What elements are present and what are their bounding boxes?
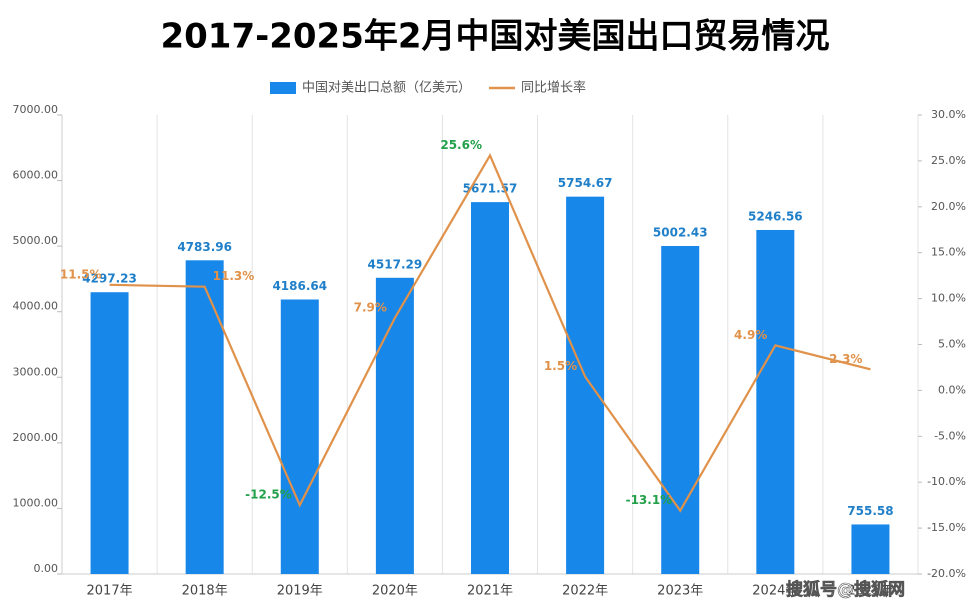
line-value-label: 25.6% — [440, 138, 482, 152]
bar — [185, 260, 224, 574]
line-value-label: 2.3% — [829, 352, 862, 366]
bar — [851, 524, 890, 574]
x-tick-label: 2021年 — [467, 584, 513, 599]
bar — [756, 229, 795, 574]
line-value-label: 4.9% — [734, 328, 767, 342]
y2-tick-label: -15.0% — [927, 521, 966, 534]
chart-title: 2017-2025年2月中国对美国出口贸易情况 — [160, 17, 829, 57]
line — [109, 152, 871, 513]
y-tick-label: 7000.00 — [13, 103, 59, 116]
x-tick-label: 2024年 — [752, 584, 798, 599]
bar-value-label: 4186.64 — [272, 279, 327, 293]
legend-swatch — [270, 82, 296, 94]
bar — [90, 292, 129, 574]
line-value-label: 1.5% — [544, 359, 577, 373]
watermark: 搜狐号@搜狐网 — [786, 579, 905, 600]
y-tick-label: 1000.00 — [13, 496, 59, 509]
legend-label: 同比增长率 — [521, 80, 586, 96]
y-tick-label: 5000.00 — [13, 234, 59, 247]
line-value-label: 11.3% — [213, 269, 255, 283]
y2-tick-label: -5.0% — [934, 429, 966, 442]
bar — [661, 245, 700, 574]
line-value-label: 7.9% — [354, 300, 387, 314]
line-value-label: 11.5% — [60, 267, 102, 281]
bar-value-label: 4783.96 — [177, 240, 232, 254]
y2-tick-label: 15.0% — [931, 246, 966, 259]
legend-label: 中国对美出口总额（亿美元） — [302, 81, 471, 96]
y-tick-label: 4000.00 — [13, 300, 59, 313]
x-tick-label: 2019年 — [277, 584, 323, 599]
x-tick-label: 2020年 — [372, 584, 418, 599]
x-tick-label: 2017年 — [87, 584, 133, 599]
y-tick-label: 3000.00 — [13, 365, 59, 378]
y2-tick-label: 5.0% — [938, 338, 966, 351]
y-tick-label: 6000.00 — [13, 169, 59, 182]
bar-value-label: 5246.56 — [748, 209, 803, 223]
x-tick-label: 2023年 — [657, 584, 703, 599]
y2-tick-label: 0.0% — [938, 383, 966, 396]
line-value-label: -13.1% — [626, 493, 673, 507]
bar — [566, 196, 605, 574]
y-tick-label: 0.00 — [34, 562, 59, 575]
y2-tick-label: 25.0% — [931, 154, 966, 167]
bar-value-label: 4297.23 — [82, 272, 137, 286]
x-tick-label: 2018年 — [182, 584, 228, 599]
bar — [375, 277, 414, 574]
bar-value-label: 755.58 — [847, 504, 893, 518]
bar-value-label: 4517.29 — [368, 257, 423, 271]
y2-tick-label: 20.0% — [931, 200, 966, 213]
y2-tick-label: 30.0% — [931, 108, 966, 121]
y2-tick-label: -20.0% — [927, 567, 966, 580]
line-value-label: -12.5% — [245, 488, 292, 502]
y2-tick-label: 10.0% — [931, 292, 966, 305]
bar — [471, 202, 509, 574]
x-tick-label: 2022年 — [562, 584, 608, 599]
y2-tick-label: -10.0% — [927, 475, 966, 488]
bar — [280, 299, 319, 574]
bar-value-label: 5002.43 — [653, 225, 708, 239]
y-tick-label: 2000.00 — [13, 431, 59, 444]
bar-value-label: 5754.67 — [558, 176, 613, 190]
x-tick-label: 2025年 — [847, 584, 893, 599]
